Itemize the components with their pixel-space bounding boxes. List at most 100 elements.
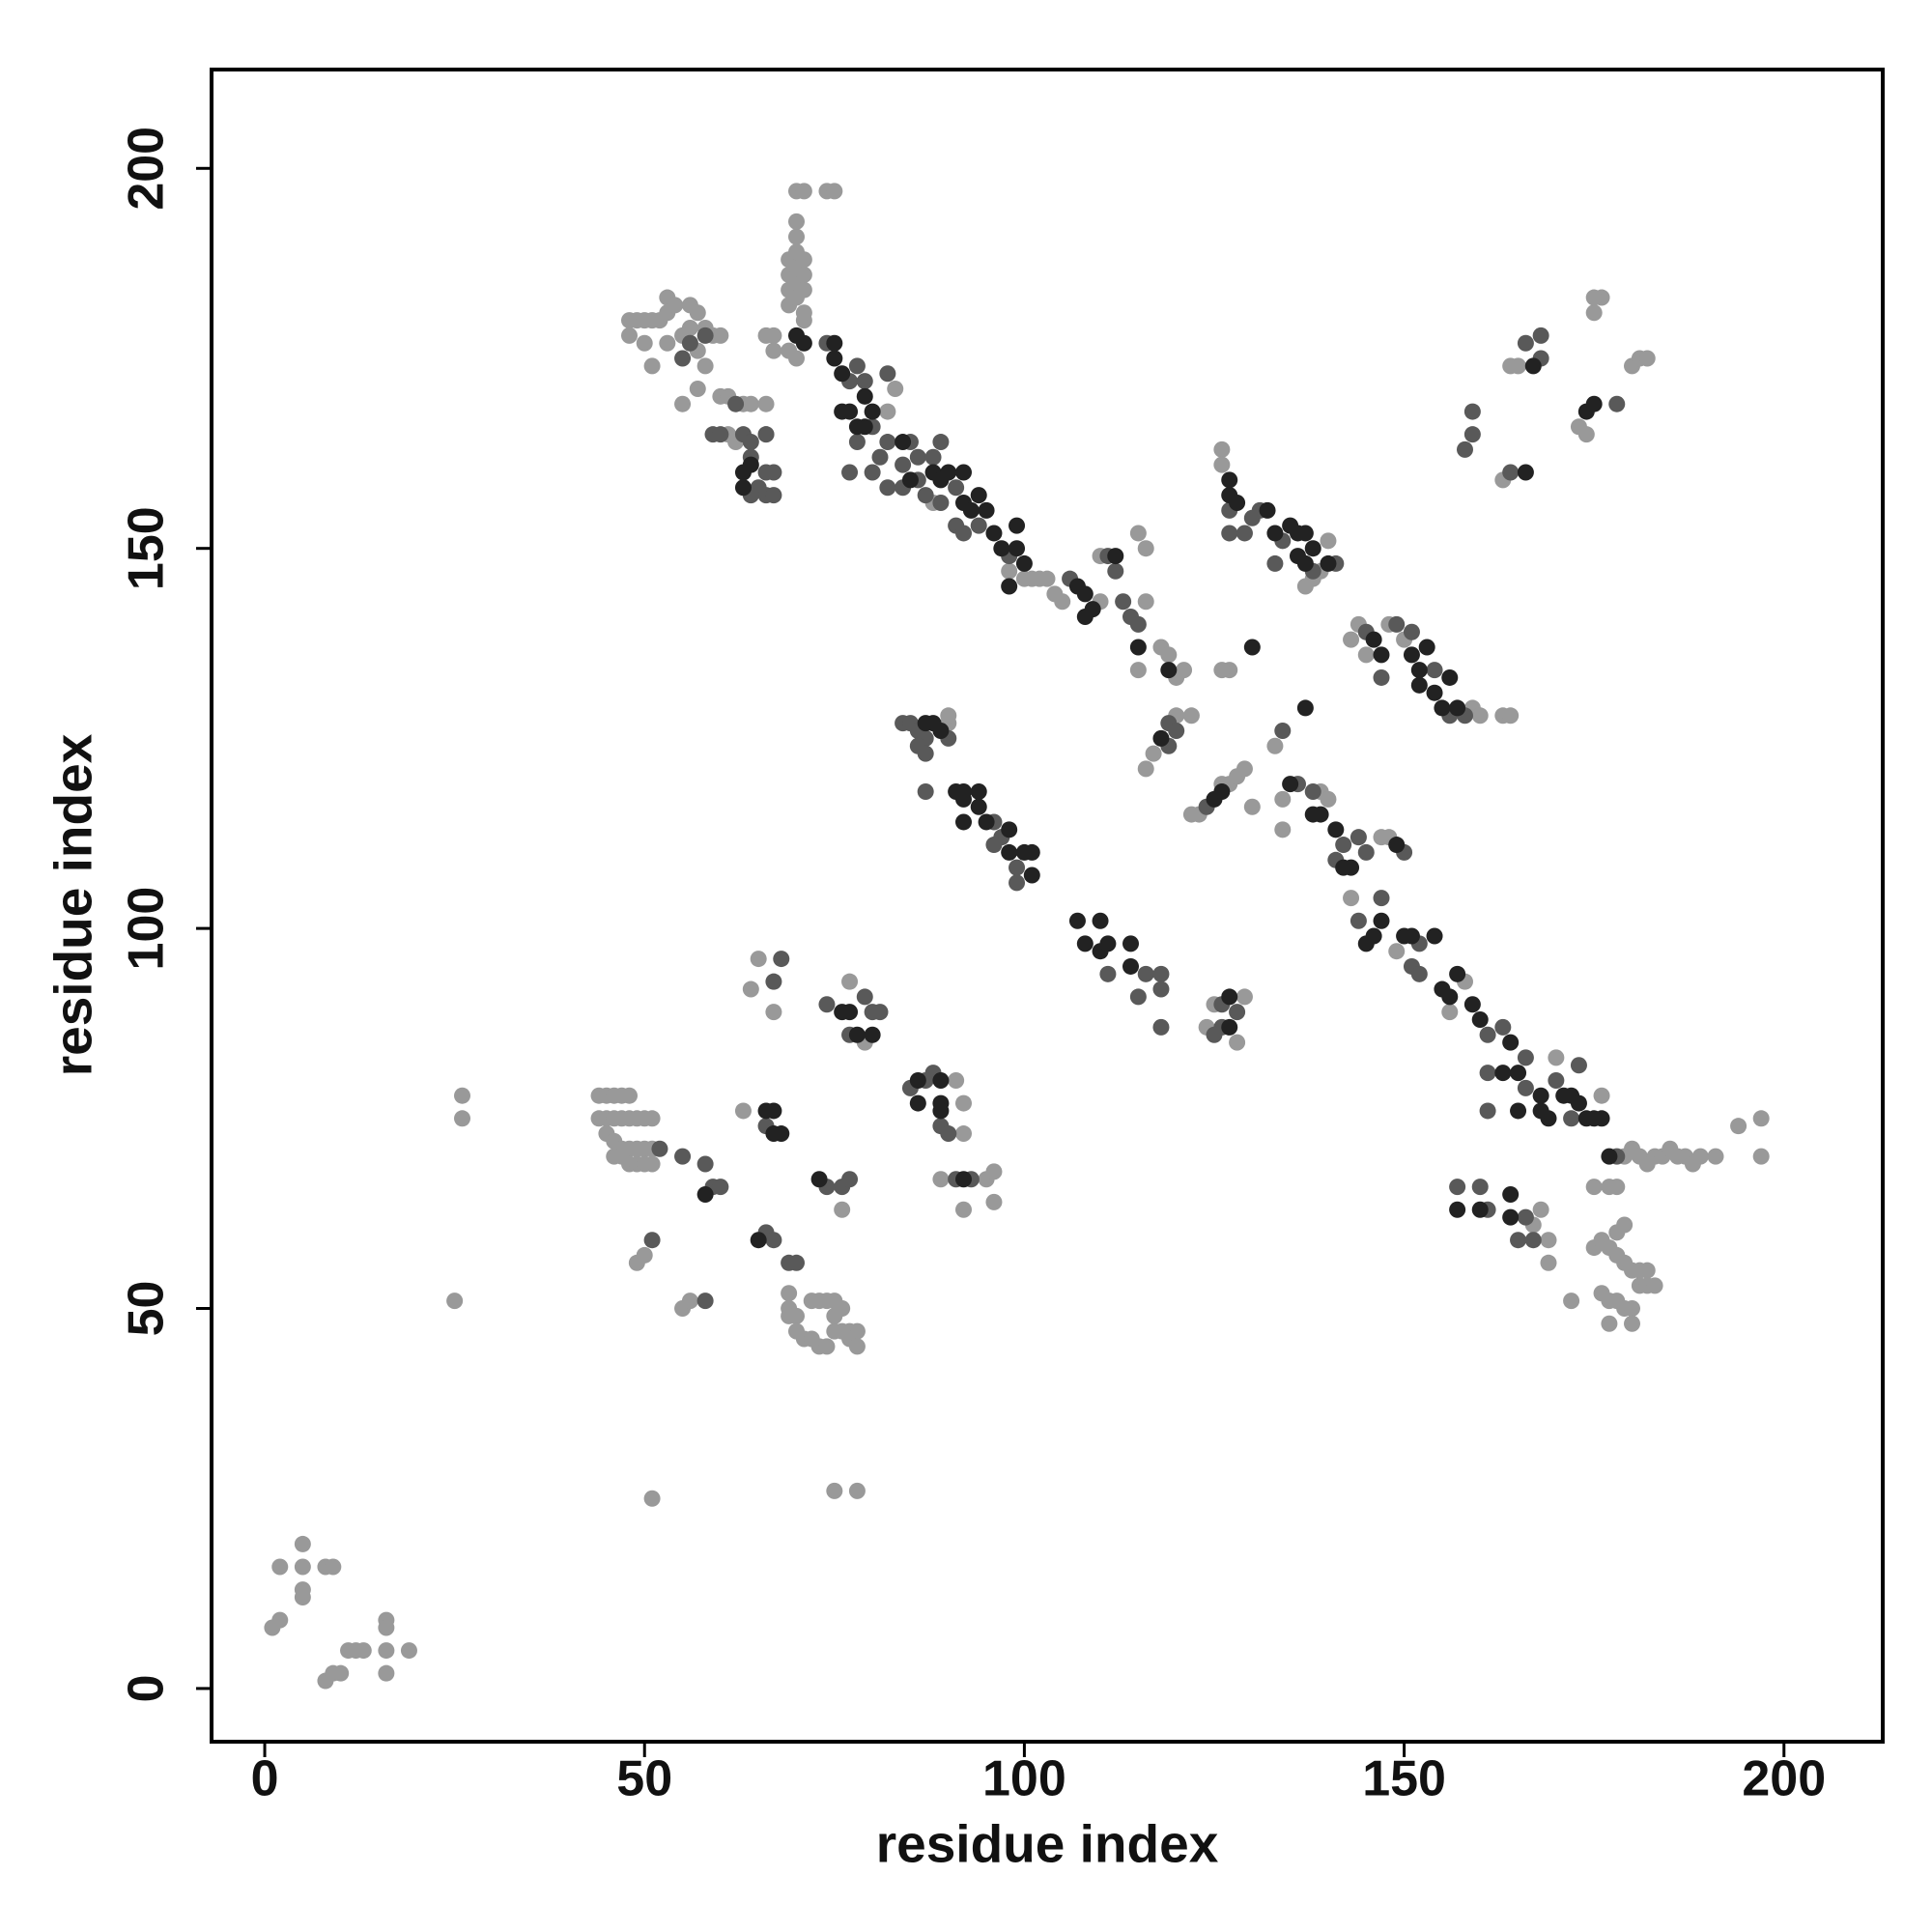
point	[795, 334, 812, 352]
point	[1502, 1208, 1520, 1226]
point	[1266, 554, 1284, 572]
point	[1357, 646, 1375, 664]
point	[1259, 501, 1276, 519]
point	[355, 1642, 372, 1660]
point	[621, 327, 638, 344]
points	[264, 183, 1770, 1690]
point	[325, 1558, 342, 1576]
point	[909, 448, 926, 466]
point	[841, 1004, 859, 1021]
point	[1243, 639, 1261, 656]
point	[924, 448, 942, 466]
point	[765, 973, 782, 990]
point	[643, 1232, 661, 1249]
point	[1023, 843, 1040, 861]
point	[1320, 554, 1337, 572]
point	[1221, 1018, 1238, 1036]
point	[887, 380, 904, 397]
x-tick-label: 150	[1362, 1751, 1446, 1807]
point	[696, 1185, 714, 1203]
point	[1479, 1102, 1496, 1120]
point	[757, 426, 775, 443]
point	[864, 1026, 881, 1043]
point	[1107, 548, 1124, 565]
point	[1122, 935, 1139, 952]
point	[1343, 631, 1360, 648]
point	[962, 501, 980, 519]
point	[1638, 1262, 1656, 1279]
point	[917, 487, 934, 504]
point	[750, 1232, 767, 1249]
point	[826, 1482, 843, 1499]
point	[901, 471, 919, 489]
point	[1236, 988, 1253, 1006]
point	[856, 988, 873, 1006]
point	[1624, 1300, 1640, 1318]
point	[1129, 615, 1147, 633]
point	[742, 395, 759, 412]
point	[1457, 440, 1473, 458]
point	[712, 327, 729, 344]
x-tick-label: 50	[616, 1751, 672, 1807]
point	[1357, 935, 1375, 952]
point	[1449, 965, 1466, 982]
point	[1152, 1018, 1170, 1036]
point	[932, 1071, 950, 1089]
point	[742, 980, 759, 998]
point	[895, 434, 912, 451]
point	[985, 1193, 1003, 1210]
point	[826, 183, 843, 200]
point	[970, 782, 987, 800]
point	[932, 1171, 950, 1188]
point	[826, 334, 843, 352]
point	[1624, 1315, 1640, 1332]
point	[1441, 668, 1459, 686]
point	[1373, 829, 1390, 846]
point	[1213, 456, 1231, 473]
point	[271, 1558, 289, 1576]
point	[1312, 806, 1329, 823]
point	[667, 297, 684, 314]
point	[879, 365, 896, 383]
point	[674, 1148, 692, 1165]
point	[1009, 874, 1026, 892]
point	[841, 1171, 859, 1188]
point	[734, 479, 752, 497]
point	[1463, 426, 1481, 443]
point	[826, 350, 843, 367]
point	[1585, 1179, 1603, 1196]
point	[734, 1102, 752, 1120]
point	[1403, 646, 1420, 664]
point	[917, 782, 934, 800]
point	[932, 1102, 950, 1120]
point	[1160, 662, 1178, 679]
point	[1266, 525, 1284, 542]
point	[643, 1490, 661, 1507]
point	[955, 782, 972, 800]
point	[1388, 837, 1406, 854]
point	[446, 1293, 464, 1310]
point	[932, 434, 950, 451]
point	[1274, 821, 1292, 838]
point	[1691, 1148, 1709, 1165]
point	[841, 403, 859, 420]
point	[1471, 1179, 1489, 1196]
point	[1129, 662, 1147, 679]
point	[955, 464, 972, 481]
point	[1236, 525, 1253, 542]
point	[1418, 639, 1435, 656]
point	[1137, 540, 1154, 557]
point	[795, 304, 812, 322]
point	[378, 1664, 395, 1682]
point	[1593, 1087, 1610, 1104]
y-tick-label: 200	[119, 127, 175, 211]
point	[773, 951, 790, 968]
point	[1577, 426, 1595, 443]
y-axis-label: residue index	[43, 733, 103, 1076]
point	[1115, 593, 1132, 611]
point	[1107, 562, 1124, 580]
point	[1426, 684, 1443, 701]
point	[636, 1246, 653, 1264]
point	[454, 1110, 470, 1127]
